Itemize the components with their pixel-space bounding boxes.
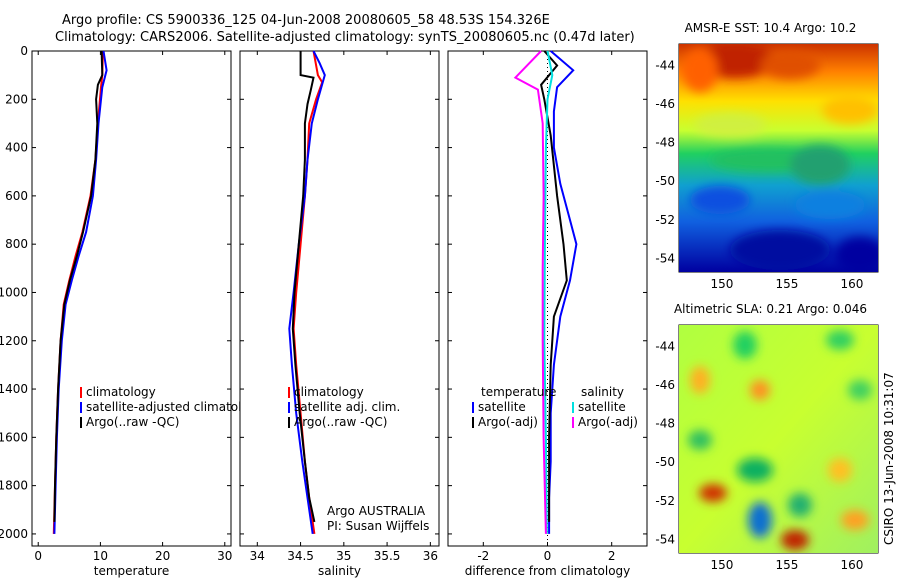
- sla-low-eddy: [748, 502, 772, 538]
- temperature-xtick-label: 0: [34, 549, 42, 563]
- sst-cold-patch: [795, 191, 865, 219]
- salinity-legend-label: Argo(..raw -QC): [294, 415, 387, 429]
- sst-mid-patch: [694, 113, 766, 137]
- sla-high-eddy: [690, 366, 710, 394]
- difference-series-line: [543, 50, 554, 534]
- salinity-xtick-label: 35.5: [374, 549, 401, 563]
- difference-series-line: [513, 50, 547, 534]
- temperature-ytick-label: 800: [5, 237, 28, 251]
- sst-warm-patch: [822, 96, 878, 124]
- diff-legend-temperature-label: Argo(-adj): [478, 415, 538, 429]
- temperature-ytick-label: 1200: [0, 334, 28, 348]
- temperature-xtick-label: 10: [93, 549, 108, 563]
- temperature-series-line: [53, 50, 104, 522]
- pi-label: PI: Susan Wijffels: [327, 519, 429, 533]
- difference-xtick-label: 0: [544, 549, 552, 563]
- temperature-ytick-label: 0: [20, 44, 28, 58]
- amsre-sst-ytick-label: -50: [655, 174, 675, 188]
- temperature-frame: [31, 50, 232, 547]
- diff-legend-salinity-header: salinity: [581, 385, 624, 399]
- altimetric-sla-ytick-label: -54: [655, 532, 675, 546]
- salinity-xtick-label: 34: [250, 549, 265, 563]
- sla-map: [679, 325, 878, 553]
- difference-xtick-label: -2: [477, 549, 489, 563]
- difference-series-line: [540, 50, 568, 522]
- altimetric-sla-ytick-label: -46: [655, 378, 675, 392]
- amsre-sst-ytick-label: -54: [655, 251, 675, 265]
- amsre-sst-xtick-label: 160: [841, 277, 864, 291]
- altimetric-sla-ytick-label: -48: [655, 417, 675, 431]
- diff-legend-temperature-header: temperature: [481, 385, 556, 399]
- amsre-sst-xtick-label: 150: [710, 277, 733, 291]
- sla-low-eddy: [733, 331, 757, 359]
- sla-low-eddy: [848, 380, 872, 400]
- altimetric-sla-xtick-label: 160: [841, 558, 864, 572]
- temperature-legend-label: climatology: [86, 385, 156, 399]
- temperature-ytick-label: 400: [5, 141, 28, 155]
- temperature-xtick-label: 20: [155, 549, 170, 563]
- sla-low-eddy: [788, 493, 812, 517]
- sst-map: [679, 44, 878, 272]
- temperature-ytick-label: 1800: [0, 479, 28, 493]
- salinity-xtick-label: 34.5: [287, 549, 314, 563]
- amsre-sst-ytick-label: -48: [655, 136, 675, 150]
- altimetric-sla-title: Altimetric SLA: 0.21 Argo: 0.046: [674, 302, 867, 316]
- temperature-legend-label: Argo(..raw -QC): [86, 415, 179, 429]
- amsre-sst-ytick-label: -52: [655, 213, 675, 227]
- sst-warm-patch: [682, 48, 718, 92]
- temperature-ytick-label: 1600: [0, 430, 28, 444]
- diff-legend-temperature-label: satellite: [478, 400, 526, 414]
- diff-legend-salinity-label: satellite: [578, 400, 626, 414]
- amsre-sst-xtick-label: 155: [776, 277, 799, 291]
- amsre-sst-ytick-label: -44: [655, 58, 675, 72]
- sst-cold-patch: [690, 186, 750, 214]
- salinity-panel: 34 34.5 35 35.5 36 salinity climatologysatelli…: [239, 50, 440, 578]
- salinity-legend-label: satellite adj. clim.: [294, 400, 400, 414]
- sst-mid-patch: [790, 145, 850, 185]
- temperature-xlabel: temperature: [94, 564, 169, 578]
- temperature-xtick-label: 30: [217, 549, 232, 563]
- figure-title-line2: Climatology: CARS2006. Satellite-adjuste…: [55, 30, 635, 45]
- sst-warm-patch: [760, 51, 820, 79]
- temperature-ytick-label: 1400: [0, 382, 28, 396]
- temperature-ytick-label: 1000: [0, 285, 28, 299]
- figure-title-line1: Argo profile: CS 5900336_125 04-Jun-2008…: [62, 13, 550, 28]
- amsre-sst-title: AMSR-E SST: 10.4 Argo: 10.2: [685, 21, 857, 35]
- salinity-frame: [239, 50, 440, 547]
- sla-high-eddy: [828, 458, 852, 482]
- sla-high-eddy: [750, 380, 770, 400]
- salinity-legend-label: climatology: [294, 385, 364, 399]
- sla-high-eddy: [781, 530, 809, 550]
- salinity-xtick-label: 35: [336, 549, 351, 563]
- salinity-series-line: [291, 51, 316, 523]
- sla-low-eddy: [688, 430, 712, 450]
- altimetric-sla-xtick-label: 150: [710, 558, 733, 572]
- temperature-ytick-label: 600: [5, 189, 28, 203]
- argo-australia-label: Argo AUSTRALIA: [327, 504, 426, 518]
- sla-low-eddy: [737, 458, 773, 482]
- altimetric-sla-ytick-label: -50: [655, 455, 675, 469]
- difference-xlabel: difference from climatology: [465, 564, 631, 578]
- temperature-ytick-label: 2000: [0, 527, 28, 541]
- altimetric-sla-xtick-label: 155: [776, 558, 799, 572]
- sla-low-eddy: [826, 330, 854, 350]
- temperature-panel: 0 10 20 30 0 200 400 600 800 1000 1200 1400 1600 1800…: [0, 44, 264, 578]
- altimetric-sla-ytick-label: -44: [655, 339, 675, 353]
- sla-high-eddy: [841, 510, 869, 530]
- altimetric-sla-ytick-label: -52: [655, 494, 675, 508]
- salinity-xtick-label: 36: [423, 549, 438, 563]
- sst-cold-patch: [835, 237, 878, 272]
- amsre-sst-ytick-label: -46: [655, 97, 675, 111]
- salinity-xlabel: salinity: [318, 564, 361, 578]
- difference-xtick-label: 2: [608, 549, 616, 563]
- credit-label: CSIRO 13-Jun-2008 10:31:07: [882, 372, 896, 545]
- diff-legend-salinity-label: Argo(-adj): [578, 415, 638, 429]
- sla-high-eddy: [699, 484, 727, 502]
- temperature-legend-label: satellite-adjusted climatology: [86, 400, 264, 414]
- temperature-ytick-label: 200: [5, 92, 28, 106]
- difference-series-line: [548, 50, 578, 534]
- sst-cold-patch: [730, 230, 830, 270]
